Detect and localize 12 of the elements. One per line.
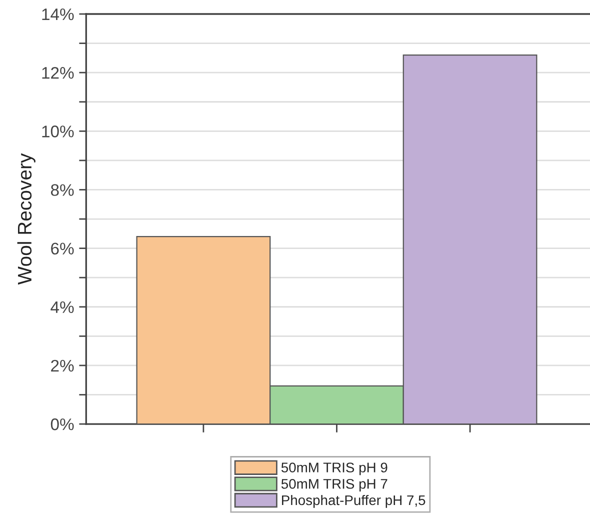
y-tick-label: 4% (50, 301, 74, 314)
y-tick-label: 12% (42, 66, 74, 79)
y-axis-title: Wool Recovery (17, 153, 36, 285)
legend-label: 50mM TRIS pH 9 (281, 462, 388, 476)
y-tick-label: 2% (51, 360, 74, 372)
y-tick-label: 14% (42, 8, 74, 20)
y-tick-label: 6% (51, 242, 74, 255)
y-tick-label: 8% (50, 184, 74, 196)
y-tick-label: 0% (50, 418, 74, 430)
y-tick-label: 10% (42, 126, 74, 138)
legend-label: 50mM TRIS pH 7 (281, 478, 388, 492)
legend-label: Phosphat-Puffer pH 7,5 (282, 494, 426, 508)
